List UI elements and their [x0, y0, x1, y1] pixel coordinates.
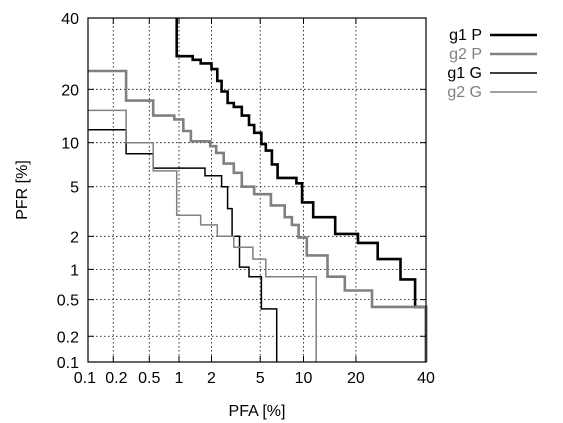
x-tick-label: 0.2 — [105, 370, 127, 387]
legend-label: g1 G — [447, 65, 482, 82]
y-tick-label: 0.1 — [57, 355, 79, 372]
series-line-2 — [88, 69, 428, 362]
legend-label: g1 P — [449, 27, 482, 44]
legend: g1 P g2 P g1 G g2 G — [447, 27, 537, 101]
grid — [88, 18, 426, 362]
x-tick-label: 5 — [256, 370, 265, 387]
y-axis-title: PFR [%] — [14, 160, 31, 220]
y-tick-label: 1 — [70, 262, 79, 279]
x-tick-label: 40 — [417, 370, 435, 387]
y-tick-labels: 0.1 0.2 0.5 1 2 5 10 20 40 — [57, 11, 79, 372]
series-line-1 — [175, 18, 428, 362]
x-tick-label: 0.1 — [74, 370, 96, 387]
plot-series — [88, 18, 428, 362]
y-tick-label: 2 — [70, 229, 79, 246]
series-line-4 — [88, 109, 317, 362]
y-tick-label: 10 — [61, 136, 79, 153]
x-tick-label: 0.5 — [138, 370, 160, 387]
x-tick-label: 20 — [347, 370, 365, 387]
legend-label: g2 G — [447, 84, 482, 101]
y-tick-label: 0.2 — [57, 329, 79, 346]
x-tick-label: 1 — [175, 370, 184, 387]
series-line-3 — [88, 129, 278, 362]
y-tick-label: 5 — [70, 180, 79, 197]
y-tick-label: 20 — [61, 82, 79, 99]
y-tick-label: 40 — [61, 11, 79, 28]
legend-label: g2 P — [449, 46, 482, 63]
x-tick-label: 2 — [207, 370, 216, 387]
plot-frame — [87, 17, 427, 363]
x-tick-labels: 0.1 0.2 0.5 1 2 5 10 20 40 — [74, 370, 435, 387]
y-tick-label: 0.5 — [57, 293, 79, 310]
x-tick-label: 10 — [295, 370, 313, 387]
x-axis-title: PFA [%] — [229, 403, 286, 420]
axis-ticks — [87, 17, 427, 363]
